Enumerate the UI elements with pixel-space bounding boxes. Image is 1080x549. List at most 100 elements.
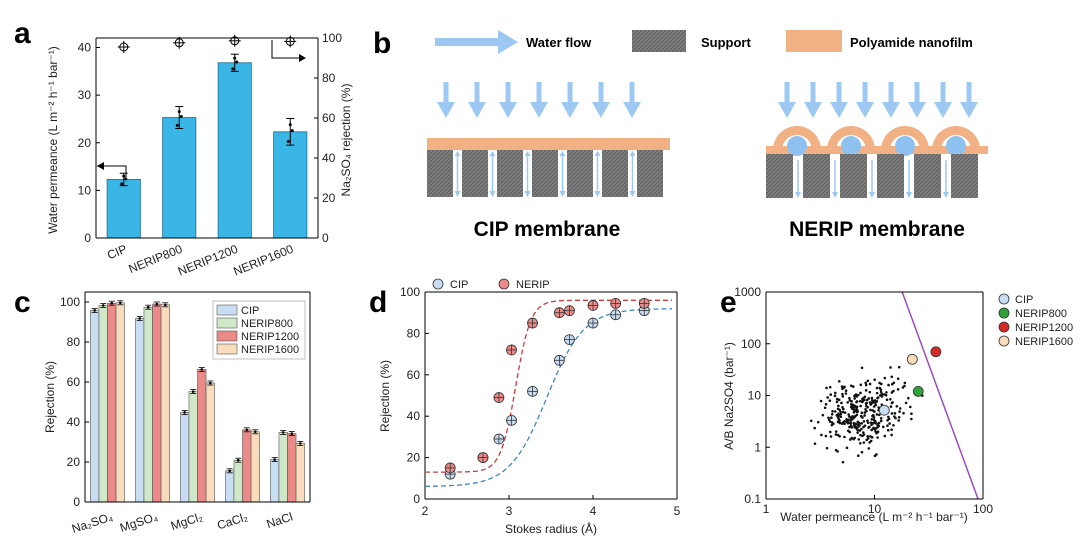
c-bar-nerip1200 [197,369,207,503]
e-literature-point [890,375,894,379]
cip-membrane-caption: CIP membrane [474,218,621,241]
e-literature-point [873,399,876,403]
e-literature-point [809,419,813,423]
e-literature-point [868,425,871,429]
a-bar-cip [106,179,141,239]
e-literature-point [892,423,895,427]
d-ytick-label: 40 [407,409,421,423]
c-errorbar [280,429,287,435]
panel-label-b: b [373,27,391,60]
c-bar-cip [135,318,145,503]
c-bar-nerip1600 [295,443,305,503]
e-literature-point [893,415,896,418]
a-xtick-label: NERIP1600 [231,242,295,279]
e-literature-point [841,410,845,414]
nerip-membrane-caption: NERIP membrane [789,218,965,241]
c-errorbar [288,431,295,437]
c-bar-nerip1600 [160,304,170,503]
d-point-nerip [506,344,517,356]
e-literature-point [855,408,859,411]
e-literature-point [898,407,902,410]
d-point-nerip [564,305,575,317]
c-legend-swatch [216,304,238,316]
e-legend-marker [998,307,1010,319]
a-y2label: Na₂SO₄ rejection (%) [339,84,353,197]
c-errorbar [136,315,143,321]
cip-pore-flow-arrow-icon [629,151,636,197]
a-errorbar-nerip1600 [286,117,295,146]
e-literature-point [864,402,868,405]
e-literature-point [883,376,887,380]
e-literature-point [903,384,906,388]
nerip-nanofilm-dome [773,126,821,156]
e-literature-point [831,410,834,413]
e-literature-point [870,401,874,405]
e-literature-point [896,377,900,381]
e-point-nerip800 [912,386,924,397]
e-literature-point [870,396,874,400]
a-xtick-label: CIP [105,242,129,262]
e-literature-point [853,425,857,429]
e-xlabel: Water permeance (L m⁻² h⁻¹ bar⁻¹) [780,510,968,524]
e-literature-point [863,395,867,399]
e-literature-point [828,399,832,403]
e-literature-point [824,402,828,406]
e-literature-point [888,422,891,425]
d-fit-curve-cip [425,308,672,487]
e-literature-point [869,408,872,412]
e-literature-point [897,365,901,369]
nerip-water-flow-arrow-icon [856,82,874,118]
e-literature-point [871,422,875,425]
d-point-nerip [527,317,538,329]
e-literature-point [908,405,912,409]
c-legend-swatch [216,343,238,355]
e-literature-point [879,419,883,423]
e-literature-point [813,442,817,445]
e-literature-point [878,381,881,385]
e-literature-point [865,404,868,408]
e-literature-point [877,421,881,425]
e-literature-point [835,400,839,404]
e-literature-point [884,393,888,397]
cip-water-flow-arrow-icon [561,82,579,118]
d-ytick-label: 20 [407,451,421,465]
nerip-nanofilm-dome [881,126,929,156]
cip-water-flow-arrow-icon [530,82,548,118]
e-literature-point [877,424,881,428]
e-literature-point [846,421,850,425]
d-point-nerip [610,297,622,309]
e-literature-point [890,412,894,415]
d-ytick-label: 60 [407,368,421,382]
e-literature-point [897,415,901,419]
c-ytick-label: 80 [67,335,81,349]
e-literature-point [872,415,876,419]
e-literature-point [851,417,855,420]
cip-support-block [532,150,558,197]
e-literature-point [861,431,865,434]
c-bar-nerip800 [278,432,288,503]
c-errorbar [100,302,107,308]
a-rejection-marker-nerip1200 [228,34,241,47]
cip-support-block [462,150,488,197]
e-literature-point [869,439,873,443]
e-literature-point [904,401,908,405]
d-xtick-label: 4 [590,504,597,518]
e-literature-point [837,379,841,383]
e-ytick-label: 1000 [734,285,761,299]
e-literature-point [857,438,861,441]
a-y2tick-label: 0 [322,231,329,245]
d-point-cip [506,414,517,426]
e-literature-point [872,413,875,417]
e-literature-point [869,421,873,424]
e-literature-point [862,441,866,444]
a-errorbar-nerip1200 [230,53,239,72]
e-literature-point [876,396,879,400]
e-literature-point [859,391,862,395]
water-flow-arrow-icon [435,30,518,54]
a-rejection-marker-nerip800 [173,36,186,49]
e-literature-point [853,397,856,400]
e-literature-point [866,379,870,383]
e-literature-point [903,381,907,385]
e-literature-point [860,427,863,431]
